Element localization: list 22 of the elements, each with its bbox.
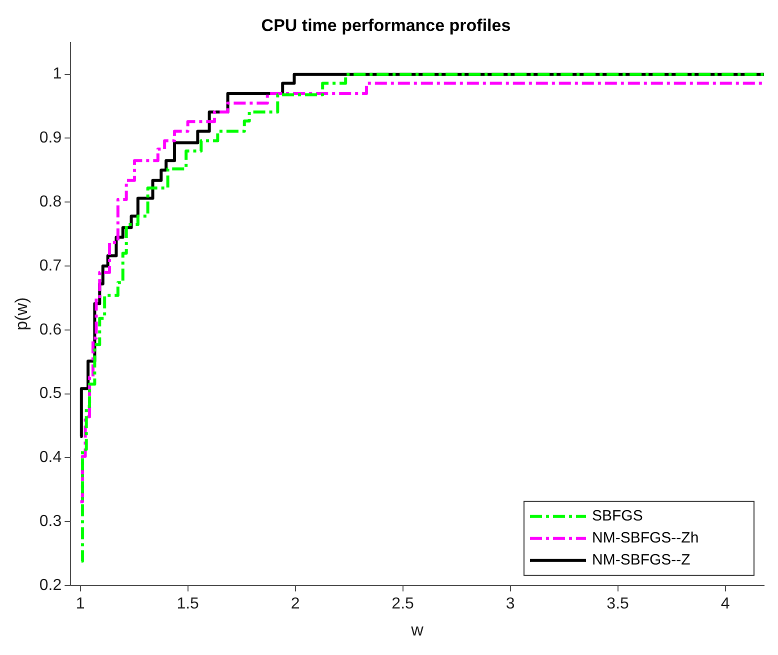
- y-tick-label: 0.3: [39, 512, 62, 530]
- y-tick-label: 0.4: [39, 449, 62, 466]
- x-tick-label: 2.5: [392, 595, 414, 612]
- legend-label: NM-SBFGS--Zh: [592, 530, 699, 547]
- x-tick-label: 4: [720, 595, 730, 612]
- x-tick-label: 1: [76, 595, 85, 612]
- y-tick-label: 0.5: [39, 385, 62, 402]
- chart-title: CPU time performance profiles: [261, 16, 511, 35]
- x-axis-title: w: [410, 620, 424, 640]
- legend-label: NM-SBFGS--Z: [592, 552, 690, 569]
- y-tick-label: 0.2: [39, 576, 62, 594]
- y-tick-label: 0.7: [39, 257, 62, 274]
- x-tick-label: 3.5: [606, 595, 630, 612]
- y-tick-label: 1: [52, 66, 62, 83]
- y-axis-title: p(w): [12, 297, 31, 330]
- y-tick-label: 0.9: [39, 130, 62, 147]
- x-tick-label: 2: [290, 595, 300, 612]
- legend-label: SBFGS: [592, 508, 643, 525]
- y-tick-label: 0.6: [39, 321, 62, 338]
- x-tick-label: 3: [506, 595, 515, 612]
- y-tick-label: 0.8: [39, 194, 62, 211]
- x-tick-label: 1.5: [176, 595, 200, 612]
